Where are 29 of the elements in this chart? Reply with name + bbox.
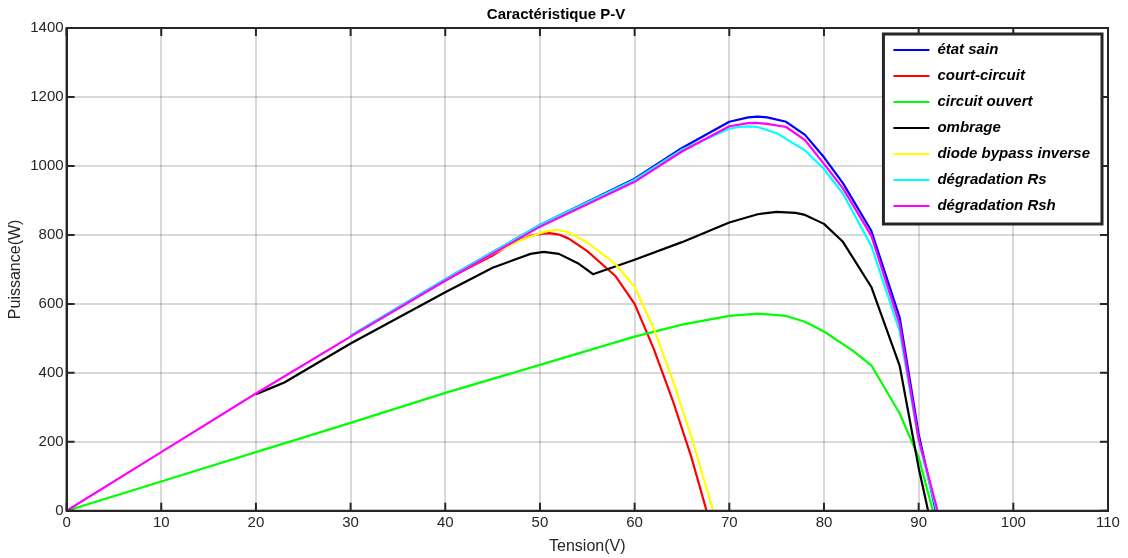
legend-label: dégradation Rsh [937,196,1056,214]
y-axis-title: Puissance(W) [6,219,24,320]
legend-label: état sain [937,40,999,58]
y-tick-label: 1400 [30,18,64,36]
x-tick-label: 30 [342,512,359,530]
x-tick-label: 80 [815,512,833,530]
y-tick-label: 200 [38,431,64,449]
legend-label: circuit ouvert [937,92,1034,110]
x-tick-label: 70 [720,512,738,530]
x-axis-title: Tension(V) [549,536,626,554]
x-tick-label: 110 [1096,512,1120,530]
x-tick-label: 40 [436,512,454,530]
y-tick-label: 800 [38,225,64,243]
x-tick-label: 60 [626,512,643,530]
y-tick-label: 1000 [30,156,64,174]
legend-label: dégradation Rs [937,170,1047,188]
y-tick-label: 0 [55,500,64,518]
x-tick-label: 20 [247,512,265,530]
y-tick-label: 400 [38,363,64,380]
legend-label: ombrage [937,118,1001,136]
x-tick-label: 100 [1000,512,1026,530]
y-tick-label: 1200 [30,87,64,105]
x-tick-label: 50 [531,512,549,530]
y-tick-label: 600 [38,294,64,312]
chart-title: Caractéristique P-V [486,5,626,23]
x-tick-label: 90 [910,512,927,530]
x-tick-label: 10 [152,512,170,530]
legend-label: court-circuit [937,66,1026,84]
legend-label: diode bypass inverse [937,144,1091,162]
